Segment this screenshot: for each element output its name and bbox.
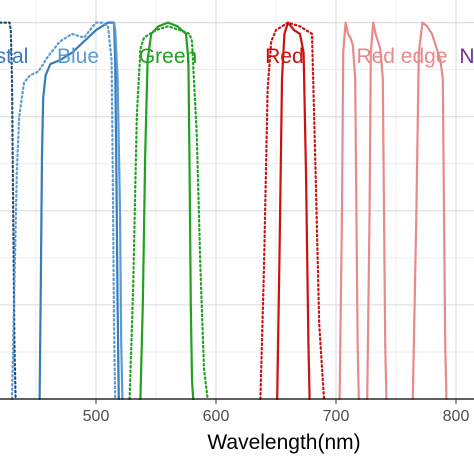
series-line-7 (276, 21, 311, 401)
x-tick-label: 500 (83, 408, 110, 425)
band-label-6: Ne (459, 45, 474, 68)
series-line-8 (259, 21, 326, 401)
series-line-6 (128, 25, 209, 401)
x-axis-title: Wavelength(nm) (207, 431, 360, 454)
band-label-5: Red edge (356, 45, 447, 68)
x-axis-ticks: 500 600 700 800 (83, 399, 470, 425)
x-tick-label: 700 (323, 408, 350, 425)
x-tick-label: 600 (203, 408, 230, 425)
series-line-3 (10, 21, 117, 401)
band-label-2: Blue (57, 45, 99, 68)
series-line-5 (139, 21, 195, 401)
band-labels: stal Blue Green Red Red edge Ne (0, 45, 474, 68)
series-line-1 (0, 21, 17, 401)
series-line-4 (112, 21, 124, 401)
series-group (0, 21, 448, 401)
series-line-11 (411, 21, 448, 401)
grid (0, 0, 474, 399)
series-line-2 (38, 21, 120, 401)
band-label-4: Red (265, 45, 304, 68)
x-tick-label: 800 (443, 408, 470, 425)
series-line-9 (338, 21, 360, 401)
series-line-10 (366, 21, 388, 401)
band-label-1: stal (0, 45, 28, 68)
band-label-3: Green (139, 45, 197, 68)
